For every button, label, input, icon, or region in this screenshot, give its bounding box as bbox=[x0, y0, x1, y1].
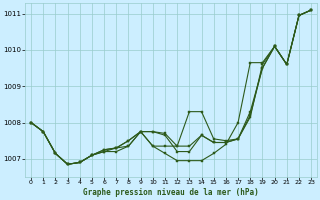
X-axis label: Graphe pression niveau de la mer (hPa): Graphe pression niveau de la mer (hPa) bbox=[83, 188, 259, 197]
